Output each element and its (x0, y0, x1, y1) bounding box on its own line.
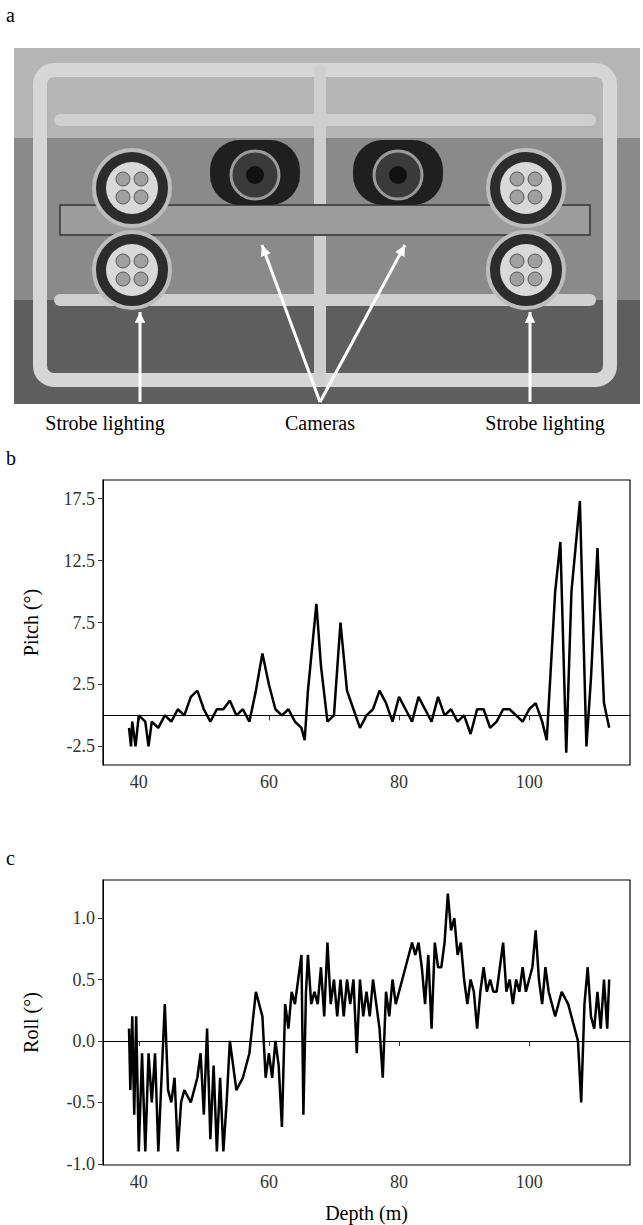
svg-text:2.5: 2.5 (73, 674, 96, 694)
svg-text:Roll (°): Roll (°) (20, 992, 43, 1053)
svg-text:a: a (6, 4, 15, 26)
svg-text:40: 40 (130, 772, 148, 792)
svg-text:0.0: 0.0 (73, 1031, 96, 1051)
svg-text:-0.5: -0.5 (67, 1092, 96, 1112)
svg-text:12.5: 12.5 (64, 551, 96, 571)
svg-text:-1.0: -1.0 (67, 1154, 96, 1174)
svg-text:60: 60 (260, 1172, 278, 1192)
svg-text:Depth (m): Depth (m) (325, 1202, 408, 1225)
svg-text:7.5: 7.5 (73, 613, 96, 633)
svg-text:-2.5: -2.5 (67, 736, 96, 756)
svg-text:100: 100 (516, 772, 543, 792)
svg-text:0.5: 0.5 (73, 970, 96, 990)
svg-text:Pitch (°): Pitch (°) (20, 589, 43, 656)
svg-text:60: 60 (260, 772, 278, 792)
svg-text:80: 80 (390, 1172, 408, 1192)
svg-text:17.5: 17.5 (64, 489, 96, 509)
svg-text:Cameras: Cameras (285, 412, 355, 434)
svg-text:Strobe lighting: Strobe lighting (485, 412, 604, 435)
svg-text:Strobe lighting: Strobe lighting (45, 412, 164, 435)
svg-text:c: c (6, 847, 15, 869)
svg-text:b: b (6, 447, 16, 469)
svg-text:80: 80 (390, 772, 408, 792)
svg-text:1.0: 1.0 (73, 908, 96, 928)
svg-text:100: 100 (516, 1172, 543, 1192)
svg-text:40: 40 (130, 1172, 148, 1192)
